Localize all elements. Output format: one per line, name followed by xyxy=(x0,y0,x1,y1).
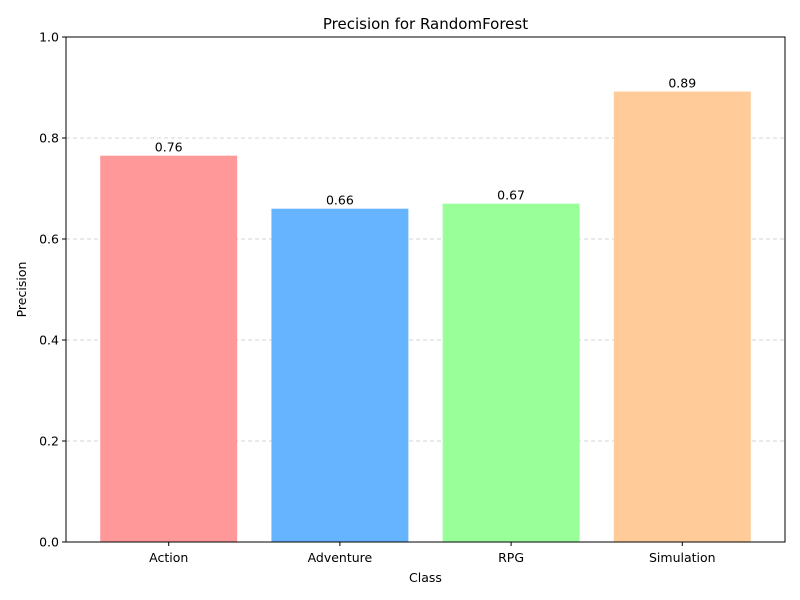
data-label-adventure: 0.66 xyxy=(326,193,354,208)
bar-rpg xyxy=(442,203,580,542)
x-tick-label-simulation: Simulation xyxy=(649,550,716,565)
chart-title: Precision for RandomForest xyxy=(323,15,528,33)
x-tick-label-adventure: Adventure xyxy=(308,550,373,565)
y-tick-label: 0.8 xyxy=(39,131,59,146)
y-tick-label: 0.2 xyxy=(39,434,59,449)
bar-simulation xyxy=(613,91,751,542)
bar-adventure xyxy=(271,208,409,542)
x-axis-ticks: Action Adventure RPG Simulation xyxy=(149,542,716,565)
y-axis-ticks: 0.0 0.2 0.4 0.6 0.8 1.0 xyxy=(39,30,66,550)
y-tick-label: 0.4 xyxy=(39,333,59,348)
x-tick-label-action: Action xyxy=(149,550,188,565)
y-tick-label: 1.0 xyxy=(39,30,59,45)
y-axis-label: Precision xyxy=(14,262,29,318)
x-tick-label-rpg: RPG xyxy=(498,550,524,565)
y-tick-label: 0.6 xyxy=(39,232,59,247)
y-tick-label: 0.0 xyxy=(39,535,59,550)
bar-layer xyxy=(100,91,751,543)
x-axis-label: Class xyxy=(409,570,442,585)
bar-action xyxy=(100,155,238,543)
data-label-layer: 0.76 0.66 0.67 0.89 xyxy=(155,76,696,208)
data-label-simulation: 0.89 xyxy=(668,76,696,91)
plot-frame xyxy=(65,36,786,543)
data-label-action: 0.76 xyxy=(155,140,183,155)
data-label-rpg: 0.67 xyxy=(497,188,525,203)
